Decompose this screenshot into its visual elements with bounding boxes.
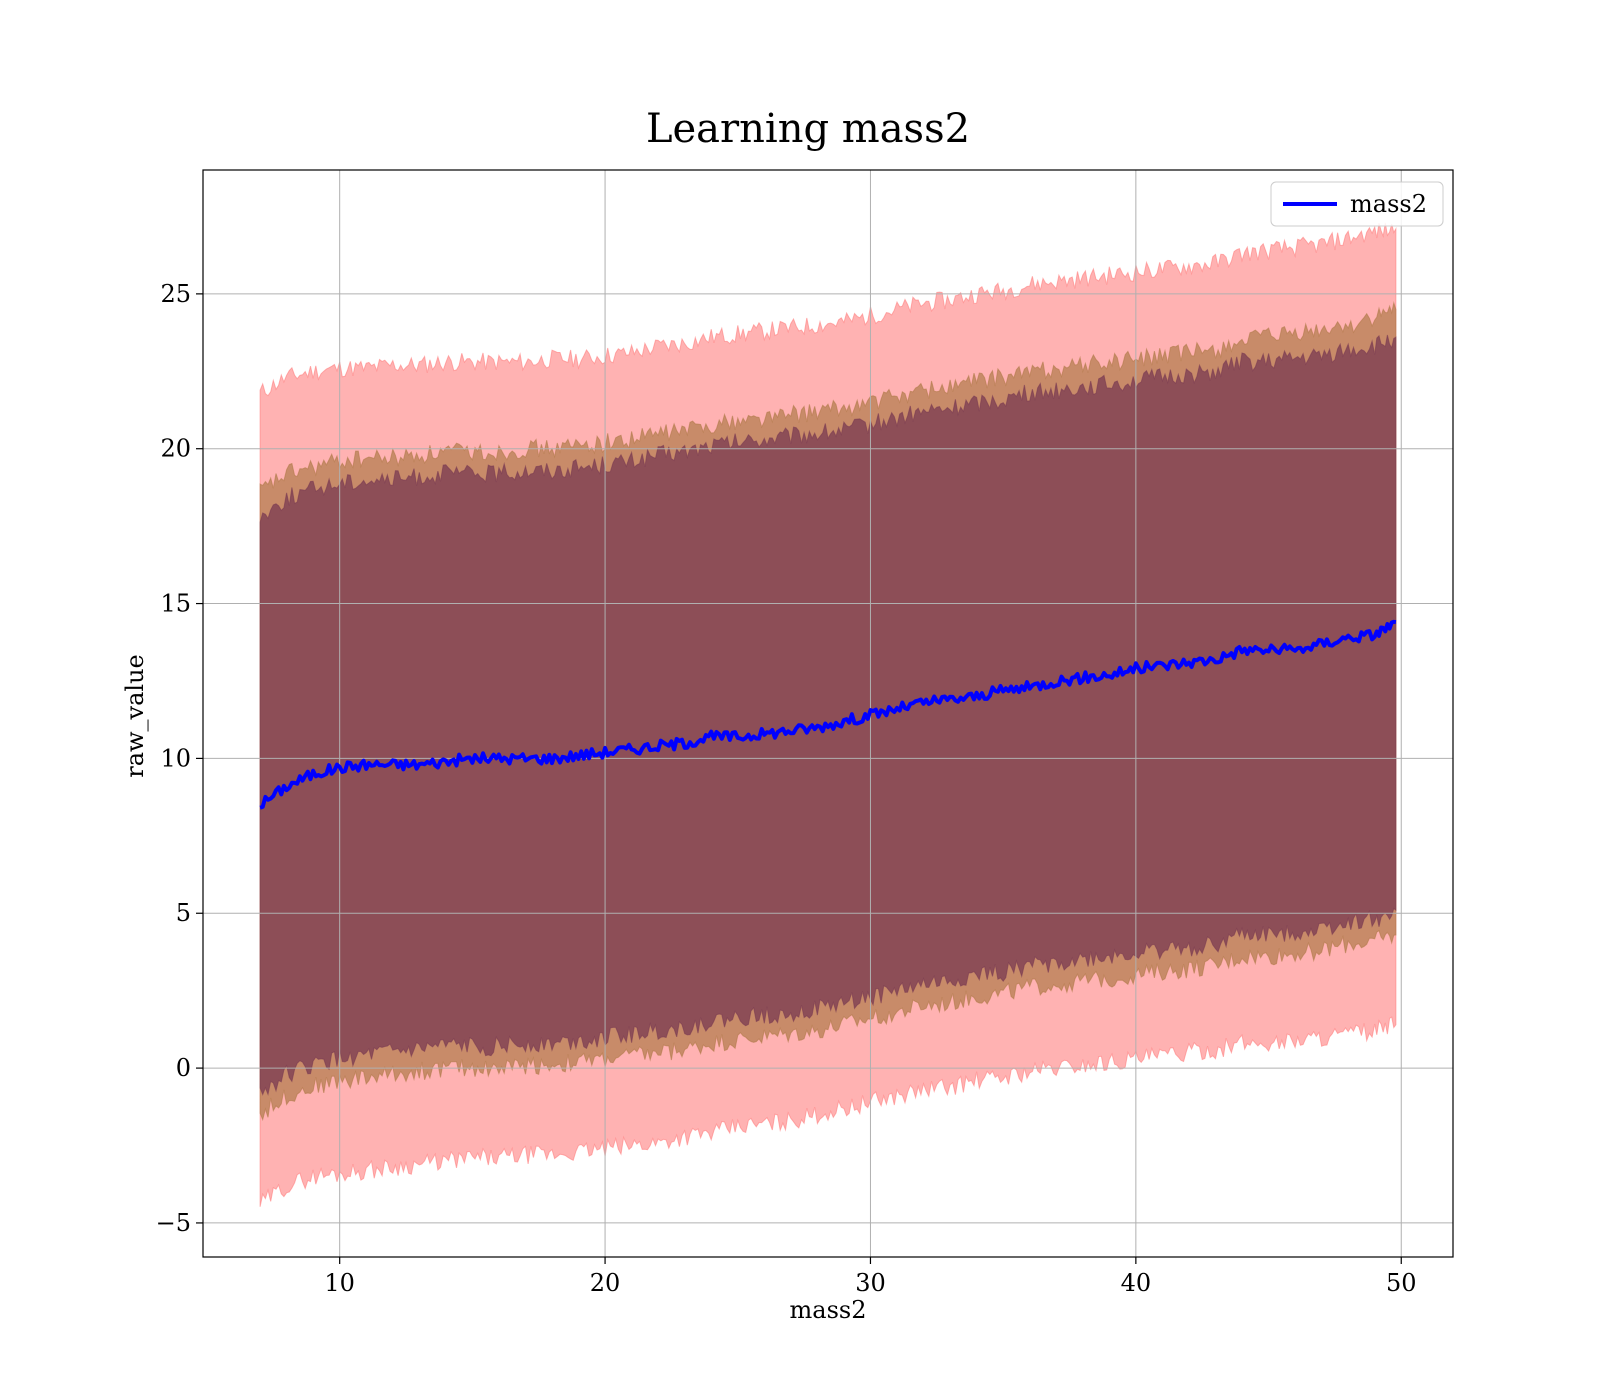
x-tick-label: 20 bbox=[590, 1269, 621, 1297]
y-tick-label: 25 bbox=[160, 280, 191, 308]
series-line-mass2 bbox=[259, 619, 1397, 810]
y-tick-label: 15 bbox=[160, 590, 191, 618]
legend: mass2 bbox=[1270, 181, 1444, 227]
x-tick-label: 10 bbox=[324, 1269, 355, 1297]
y-tick-label: −5 bbox=[156, 1209, 191, 1237]
y-tick-label: 5 bbox=[176, 899, 191, 927]
band-inner bbox=[259, 334, 1397, 1097]
axis-ticks: 10 20 30 40 50 −5 0 5 10 15 20 25 bbox=[156, 280, 1417, 1297]
y-tick-label: 10 bbox=[160, 744, 191, 772]
x-axis-label: mass2 bbox=[790, 1296, 867, 1324]
y-tick-label: 0 bbox=[176, 1054, 191, 1082]
confidence-bands bbox=[259, 222, 1397, 1207]
x-tick-label: 40 bbox=[1121, 1269, 1152, 1297]
x-tick-label: 50 bbox=[1386, 1269, 1417, 1297]
legend-label-mass2: mass2 bbox=[1350, 190, 1427, 218]
chart-title: Learning mass2 bbox=[646, 106, 970, 152]
y-tick-label: 20 bbox=[160, 435, 191, 463]
x-tick-label: 30 bbox=[855, 1269, 886, 1297]
y-axis-label: raw_value bbox=[121, 654, 149, 778]
series-lines bbox=[259, 619, 1397, 810]
legend-box bbox=[1270, 181, 1444, 227]
plot-frame bbox=[202, 169, 1454, 1258]
